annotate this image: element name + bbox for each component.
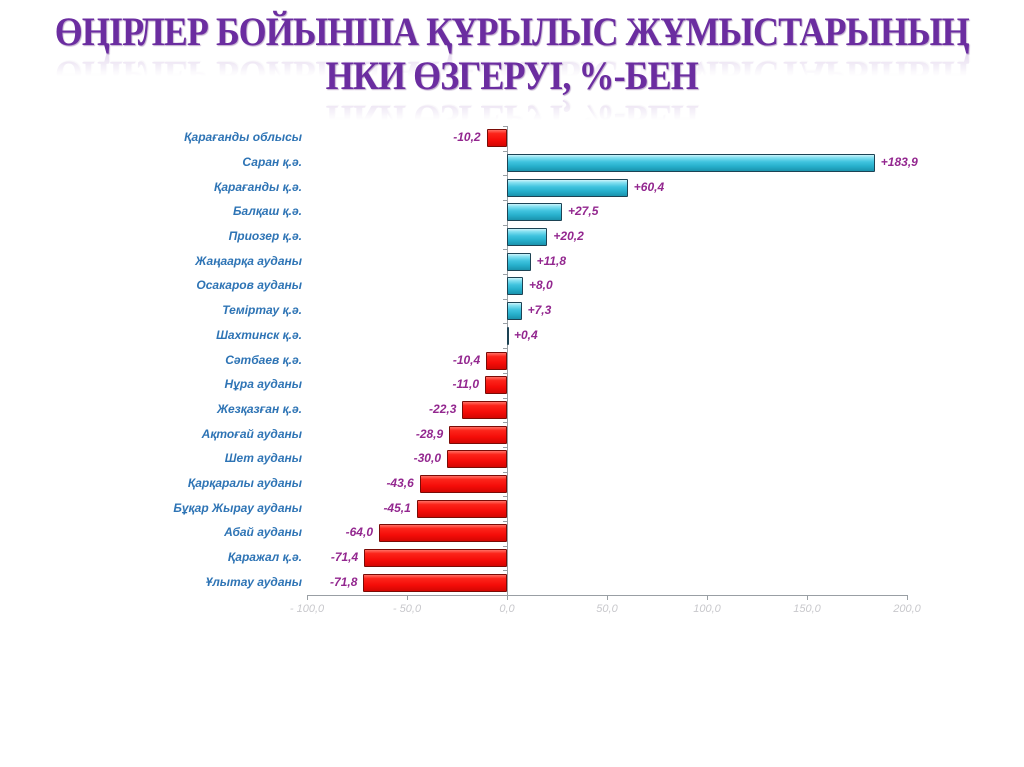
category-axis-tick xyxy=(503,249,508,251)
category-label: Приозер қ.ә. xyxy=(228,229,302,244)
bar-negative xyxy=(379,524,507,543)
bar-positive xyxy=(507,203,562,222)
value-label: +11,8 xyxy=(536,253,567,268)
value-axis-tick-label: 100,0 xyxy=(693,603,721,615)
bar-positive xyxy=(507,178,628,197)
value-label: +60,4 xyxy=(633,179,665,194)
bar-negative xyxy=(462,400,507,419)
value-label: -10,4 xyxy=(452,352,481,367)
category-label: Қарағанды қ.ә. xyxy=(213,179,302,194)
category-axis-tick xyxy=(503,520,508,522)
value-axis-tick xyxy=(807,595,808,600)
category-label: Қарқаралы ауданы xyxy=(187,475,302,490)
slide-title: ӨҢІРЛЕР БОЙЫНША ҚҰРЫЛЫС ЖҰМЫСТАРЫНЫҢ ӨҢІ… xyxy=(0,9,1024,143)
bar-negative xyxy=(485,376,507,395)
bar-negative xyxy=(364,548,507,567)
category-label: Жезқазған қ.ә. xyxy=(217,401,302,416)
category-axis-tick xyxy=(503,372,508,374)
category-label: Жаңаарқа ауданы xyxy=(195,253,302,268)
value-axis-tick-label: 0,0 xyxy=(499,603,515,615)
category-axis-tick xyxy=(503,471,508,473)
category-axis-tick xyxy=(503,298,508,300)
value-label: -71,8 xyxy=(330,574,358,589)
bar-negative xyxy=(447,450,507,469)
value-axis-tick-label: - 50,0 xyxy=(392,603,422,615)
value-axis-tick xyxy=(707,595,708,600)
value-axis-tick xyxy=(907,595,908,600)
bar-negative xyxy=(363,573,507,592)
value-label: -22,3 xyxy=(429,401,457,416)
category-axis-tick xyxy=(503,224,508,226)
value-label: +20,2 xyxy=(553,229,584,244)
category-label: Ақтоғай ауданы xyxy=(201,426,302,441)
value-label: -71,4 xyxy=(330,549,359,564)
bar-negative xyxy=(449,425,507,444)
value-axis-tick-label: 200,0 xyxy=(893,603,921,615)
bar-positive xyxy=(507,302,522,321)
category-axis-tick xyxy=(503,446,508,448)
value-label: -43,6 xyxy=(386,475,414,490)
category-label: Саран қ.ә. xyxy=(242,155,302,170)
category-axis-line xyxy=(507,126,508,595)
category-label: Балқаш қ.ә. xyxy=(233,204,302,219)
value-label: +7,3 xyxy=(527,303,552,318)
title-line-1-text: ӨҢІРЛЕР БОЙЫНША ҚҰРЫЛЫС ЖҰМЫСТАРЫНЫҢ xyxy=(55,9,970,54)
category-label: Осакаров ауданы xyxy=(196,278,302,293)
title-line-1: ӨҢІРЛЕР БОЙЫНША ҚҰРЫЛЫС ЖҰМЫСТАРЫНЫҢ ӨҢІ… xyxy=(0,9,1024,99)
category-label: Абай ауданы xyxy=(224,525,302,540)
value-axis-tick xyxy=(507,595,508,600)
category-axis-tick xyxy=(503,422,508,424)
bar-negative xyxy=(486,351,507,370)
bar-positive xyxy=(507,154,875,173)
category-axis-tick xyxy=(503,496,508,498)
bar-positive xyxy=(507,326,509,345)
category-axis-tick xyxy=(503,200,508,202)
category-axis-tick xyxy=(503,323,508,325)
category-label: Нұра ауданы xyxy=(224,377,302,392)
bar-positive xyxy=(507,252,531,271)
category-axis-tick xyxy=(503,545,508,547)
bar-negative xyxy=(486,129,507,148)
title-line-2-text: НКИ ӨЗГЕРУІ, %-БЕН xyxy=(325,53,699,98)
value-label: -10,2 xyxy=(453,130,481,145)
value-label: -64,0 xyxy=(345,525,373,540)
bar-negative xyxy=(419,474,507,493)
category-axis-tick xyxy=(503,397,508,399)
value-label: +0,4 xyxy=(514,327,538,342)
category-label: Бұқар Жырау ауданы xyxy=(173,500,302,515)
value-axis-tick-label: 150,0 xyxy=(793,603,821,615)
category-axis-tick xyxy=(503,274,508,276)
bar-positive xyxy=(507,228,548,247)
bar-positive xyxy=(507,277,523,296)
value-axis-tick xyxy=(407,595,408,600)
category-label: Сәтбаев қ.ә. xyxy=(225,352,302,367)
value-axis-tick xyxy=(607,595,608,600)
value-label: -11,0 xyxy=(452,377,479,392)
category-label: Шет ауданы xyxy=(224,451,302,466)
value-label: -45,1 xyxy=(383,500,411,515)
value-label: -28,9 xyxy=(415,426,444,441)
value-label: +27,5 xyxy=(568,204,599,219)
value-label: -30,0 xyxy=(413,451,441,466)
title-line-2: НКИ ӨЗГЕРУІ, %-БЕН НКИ ӨЗГЕРУІ, %-БЕН xyxy=(0,53,1024,143)
category-label: Қаражал қ.ә. xyxy=(227,549,302,564)
category-axis-tick xyxy=(503,348,508,350)
value-label: +183,9 xyxy=(880,155,918,170)
value-axis-tick xyxy=(307,595,308,600)
category-label: Ұлытау ауданы xyxy=(205,574,302,589)
category-label: Теміртау қ.ә. xyxy=(222,303,302,318)
category-label: Қарағанды облысы xyxy=(184,130,302,145)
bar-negative xyxy=(416,499,507,518)
category-axis-tick xyxy=(503,175,508,177)
category-axis-tick xyxy=(503,126,508,127)
value-label: +8,0 xyxy=(529,278,553,293)
category-axis-tick xyxy=(503,150,508,152)
value-axis-tick-label: - 100,0 xyxy=(289,603,325,615)
category-label: Шахтинск қ.ә. xyxy=(216,327,302,342)
category-axis-tick xyxy=(503,570,508,572)
value-axis-tick-label: 50,0 xyxy=(596,603,618,615)
